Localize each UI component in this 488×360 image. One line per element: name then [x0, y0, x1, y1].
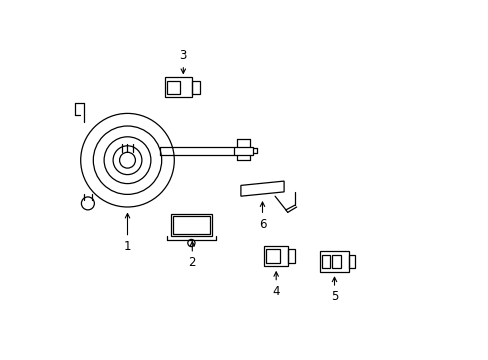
Text: 1: 1	[123, 240, 131, 253]
Bar	[192, 81, 200, 94]
Bar	[332, 255, 340, 268]
Bar	[233, 147, 253, 155]
Text: 4: 4	[272, 285, 279, 298]
Bar	[264, 246, 287, 266]
Text: 5: 5	[330, 291, 338, 303]
Bar	[266, 249, 280, 263]
Bar	[320, 251, 348, 272]
Text: 2: 2	[188, 256, 196, 269]
Bar	[348, 255, 355, 268]
Text: 6: 6	[258, 218, 265, 231]
Text: 3: 3	[179, 49, 186, 62]
Bar	[167, 81, 180, 94]
Bar	[172, 216, 209, 234]
Bar	[170, 214, 212, 236]
Bar	[287, 249, 294, 263]
Bar	[165, 77, 192, 97]
Bar	[322, 255, 330, 268]
